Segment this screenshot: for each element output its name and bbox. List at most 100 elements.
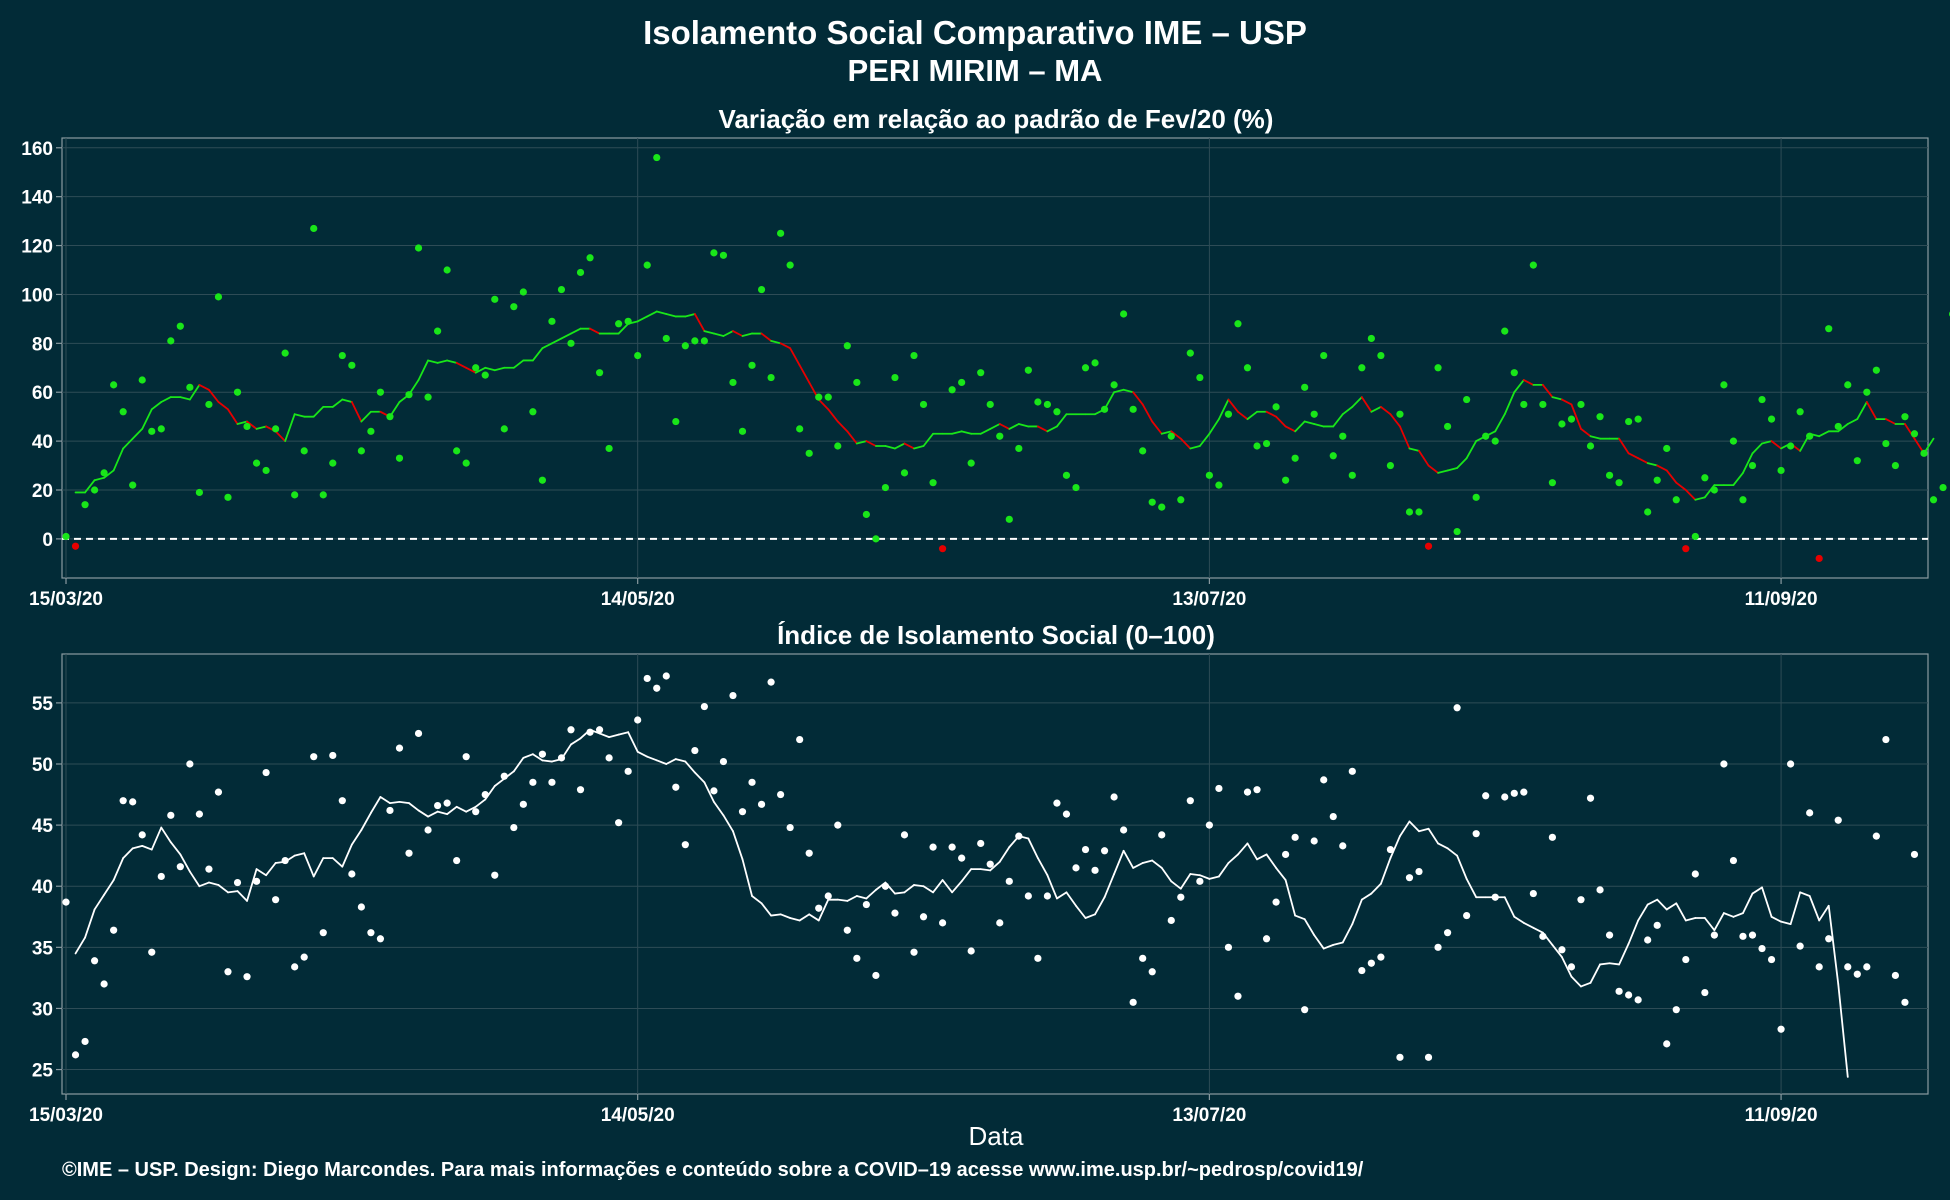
bottom-moving-average-segment <box>512 756 525 773</box>
top-moving-average-segment <box>1046 425 1058 433</box>
bottom-moving-average-segment <box>855 895 868 900</box>
bottom-data-point <box>729 691 737 700</box>
top-moving-average-segment <box>1446 467 1459 472</box>
top-data-point <box>1605 471 1614 479</box>
bottom-moving-average-segment <box>998 846 1011 863</box>
bottom-data-point <box>1586 794 1595 802</box>
top-data-point <box>910 351 918 360</box>
top-moving-average-segment <box>1627 452 1640 460</box>
top-moving-average-segment <box>1884 418 1897 425</box>
top-data-point <box>90 486 99 494</box>
bottom-moving-average-segment <box>751 895 763 905</box>
top-moving-average-segment <box>360 410 372 423</box>
top-data-point <box>1358 364 1366 372</box>
bottom-moving-average-segment <box>1246 842 1258 861</box>
bottom-data-point <box>1720 760 1728 768</box>
top-moving-average-segment <box>1418 449 1430 467</box>
top-data-point <box>1748 461 1757 470</box>
top-data-point <box>1196 373 1204 382</box>
top-moving-average-segment <box>1284 425 1297 433</box>
bottom-moving-average-segment <box>646 755 658 762</box>
bottom-moving-average-segment <box>1637 903 1649 922</box>
bottom-data-point <box>938 919 947 927</box>
top-data-point <box>1396 410 1404 418</box>
bottom-data-point <box>472 808 480 816</box>
top-moving-average-segment <box>1646 462 1659 467</box>
top-data-point <box>1386 461 1395 470</box>
bottom-moving-average-segment <box>1742 892 1754 915</box>
bottom-data-point <box>1262 935 1271 943</box>
top-data-point <box>1034 398 1042 406</box>
top-data-point <box>129 481 137 489</box>
top-panel: Variação em relação ao padrão de Fev/20 … <box>21 104 1950 610</box>
top-data-point <box>1825 325 1833 333</box>
bottom-moving-average-segment <box>531 753 544 762</box>
top-moving-average-segment <box>1370 405 1382 413</box>
top-data-point <box>338 351 346 360</box>
top-data-point <box>1882 439 1890 448</box>
top-data-point <box>1682 545 1690 553</box>
top-moving-average-segment <box>713 332 725 337</box>
top-moving-average-segment <box>284 413 296 443</box>
bottom-moving-average-segment <box>627 731 639 753</box>
top-moving-average-segment <box>741 332 753 337</box>
top-x-tick-label: 13/07/20 <box>1172 589 1246 610</box>
bottom-moving-average-segment <box>1522 921 1535 929</box>
bottom-moving-average-segment <box>398 800 410 805</box>
top-moving-average-segment <box>217 401 229 411</box>
top-moving-average-segment <box>1503 391 1516 416</box>
top-data-point <box>1472 493 1480 501</box>
bottom-y-tick-label: 45 <box>32 816 54 837</box>
bottom-moving-average-segment <box>1399 820 1411 838</box>
top-data-point <box>634 351 642 360</box>
top-moving-average-segment <box>208 388 220 403</box>
bottom-data-point <box>1072 864 1080 872</box>
top-moving-average-segment <box>827 408 839 423</box>
bottom-data-point <box>1910 850 1919 859</box>
bottom-moving-average-segment <box>293 852 306 857</box>
figure-subtitle: PERI MIRIM – MA <box>848 53 1103 88</box>
bottom-moving-average-segment <box>1703 917 1716 932</box>
top-moving-average-segment <box>770 339 782 345</box>
top-data-point <box>405 391 413 399</box>
bottom-moving-average-segment <box>446 805 458 816</box>
bottom-moving-average-segment <box>1561 956 1573 978</box>
top-moving-average-segment <box>112 447 125 472</box>
bottom-data-point <box>1443 929 1452 937</box>
bottom-data-point <box>453 856 461 865</box>
bottom-data-point <box>805 849 813 857</box>
bottom-moving-average-segment <box>1503 896 1516 918</box>
bottom-data-point <box>148 948 156 956</box>
top-data-point <box>233 388 242 396</box>
top-data-point <box>1929 496 1938 504</box>
top-data-point <box>605 444 613 453</box>
bottom-moving-average-segment <box>655 759 668 765</box>
bottom-moving-average-segment <box>103 879 115 896</box>
top-moving-average-segment <box>141 408 153 430</box>
top-panel-title: Variação em relação ao padrão de Fev/20 … <box>719 104 1274 134</box>
top-data-point <box>1844 381 1852 389</box>
bottom-data-point <box>548 778 556 786</box>
bottom-moving-average-segment <box>265 862 277 877</box>
top-data-point <box>529 408 537 416</box>
bottom-moving-average-segment <box>493 777 506 787</box>
bottom-data-point <box>1129 998 1137 1006</box>
top-data-point <box>948 386 956 394</box>
bottom-y-tick-label: 25 <box>32 1061 54 1082</box>
bottom-data-point <box>224 968 232 976</box>
top-moving-average-segment <box>541 342 553 350</box>
bottom-moving-average-segment <box>1103 873 1116 899</box>
bottom-moving-average-segment <box>693 771 706 784</box>
bottom-data-point <box>996 919 1004 927</box>
top-moving-average-segment <box>150 401 163 411</box>
bottom-data-point <box>872 971 880 980</box>
bottom-data-point <box>710 787 718 795</box>
top-data-point <box>1701 474 1709 482</box>
bottom-moving-average-segment <box>74 936 86 955</box>
top-moving-average-segment <box>1541 383 1554 399</box>
bottom-data-point <box>777 790 785 799</box>
top-data-point <box>1224 410 1233 418</box>
bottom-moving-average-segment <box>1179 873 1192 890</box>
top-data-point <box>1539 400 1547 409</box>
bottom-moving-average-segment <box>608 733 620 739</box>
